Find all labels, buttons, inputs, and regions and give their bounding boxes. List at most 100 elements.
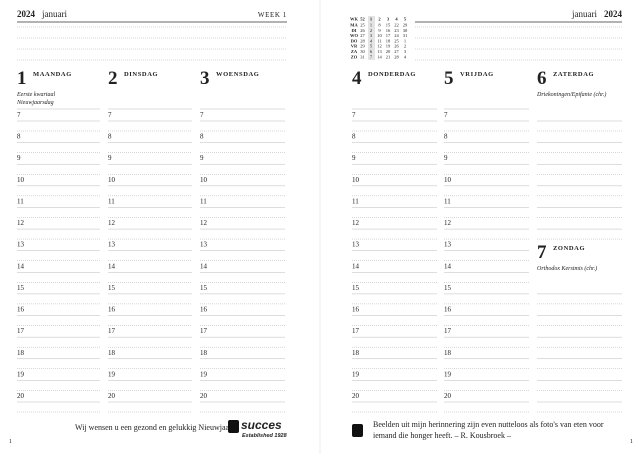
mini-cal-cell: 26 [394, 44, 399, 49]
hour: 20 [200, 392, 208, 400]
hour: 19 [108, 370, 116, 378]
mini-cal-cell: 27 [360, 33, 365, 38]
mini-cal-cell: 23 [394, 28, 399, 33]
hour: 11 [200, 197, 207, 205]
hour: 13 [17, 241, 25, 249]
page-number: 1 [630, 439, 633, 445]
logo: succes Established 1928 [228, 418, 288, 439]
hour: 15 [444, 284, 452, 292]
mini-cal-cell: ZA [351, 49, 358, 54]
mini-cal-header: 2 [378, 17, 381, 22]
hour: 8 [17, 133, 21, 141]
mini-cal-cell: 25 [360, 23, 365, 28]
day-number: 7 [537, 242, 547, 263]
hour: 9 [17, 154, 21, 162]
day-name: MAANDAG [33, 71, 72, 78]
left-year: 2024 [17, 9, 36, 19]
mini-cal-cell: 9 [378, 28, 381, 33]
day-number: 5 [444, 68, 454, 89]
mini-cal-cell: 27 [394, 49, 399, 54]
mini-cal-cell: 2 [370, 28, 372, 33]
day-name: DONDERDAG [368, 71, 416, 78]
day-number: 3 [200, 68, 210, 89]
hour: 7 [108, 111, 112, 119]
mini-cal-cell: DI [351, 28, 356, 33]
hour: 15 [352, 284, 360, 292]
mini-cal-cell: 3 [370, 33, 373, 38]
hour: 12 [200, 219, 208, 227]
left-month: januari [41, 9, 67, 19]
quote-line: Beelden uit mijn herinnering zijn even n… [373, 420, 604, 429]
hour: 13 [352, 241, 360, 249]
hour: 7 [352, 111, 356, 119]
hour: 8 [444, 133, 448, 141]
hour: 19 [200, 370, 208, 378]
hour: 9 [200, 154, 204, 162]
hour: 7 [444, 111, 448, 119]
mini-cal-cell: 4 [404, 54, 407, 59]
mini-cal-cell: 20 [386, 49, 391, 54]
mini-cal-cell: 1 [404, 38, 406, 43]
hour: 14 [352, 262, 360, 270]
hour: 20 [352, 392, 360, 400]
page-number: 1 [9, 439, 12, 445]
mini-cal-cell: 30 [403, 28, 408, 33]
hour: 8 [200, 133, 204, 141]
hour: 15 [17, 284, 25, 292]
mini-cal-cell: 22 [394, 23, 399, 28]
mini-cal-cell: 26 [360, 28, 365, 33]
mini-cal-cell: 28 [394, 54, 399, 59]
hour: 7 [200, 111, 204, 119]
hour: 18 [108, 349, 116, 357]
hour: 13 [444, 241, 452, 249]
day-name: ZATERDAG [553, 71, 594, 78]
day-note: Orthodox Kerstmis (chr.) [537, 265, 597, 272]
hour: 8 [352, 133, 356, 141]
day-note: Nieuwjaarsdag [16, 100, 54, 106]
hour: 16 [108, 306, 116, 314]
mini-cal-cell: 13 [377, 49, 382, 54]
quote-icon [352, 424, 363, 437]
mini-cal-header: 52 [360, 17, 365, 22]
hour: 14 [108, 262, 116, 270]
mini-cal-cell: 17 [386, 33, 391, 38]
hour: 7 [17, 111, 21, 119]
day-name: DINSDAG [124, 71, 158, 78]
hour: 13 [200, 241, 208, 249]
mini-cal-cell: 6 [370, 49, 373, 54]
hour: 16 [444, 306, 452, 314]
day-name: WOENSDAG [216, 71, 259, 78]
hour: 14 [200, 262, 208, 270]
mini-cal-header: 1 [370, 17, 373, 22]
mini-cal-cell: 30 [360, 49, 365, 54]
day-number: 2 [108, 68, 118, 89]
logo-tagline: Established 1928 [242, 433, 288, 439]
mini-cal-cell: 15 [386, 23, 391, 28]
mini-cal-header: 5 [404, 17, 407, 22]
hour: 18 [17, 349, 25, 357]
hour: 20 [108, 392, 116, 400]
mini-cal-cell: 1 [370, 23, 372, 28]
mini-cal-cell: 19 [386, 44, 391, 49]
right-month: januari [571, 9, 597, 19]
hour: 8 [108, 133, 112, 141]
hour: 16 [17, 306, 25, 314]
hour: 12 [444, 219, 452, 227]
day-number: 1 [17, 68, 27, 89]
day-number: 4 [352, 68, 362, 89]
hour: 20 [444, 392, 452, 400]
hour: 15 [200, 284, 208, 292]
hour: 16 [352, 306, 360, 314]
mini-cal-cell: 4 [370, 38, 373, 43]
hour: 19 [444, 370, 452, 378]
hour: 9 [108, 154, 112, 162]
mini-cal-cell: 31 [360, 54, 365, 59]
mini-cal-cell: WO [350, 33, 359, 38]
hour: 19 [352, 370, 360, 378]
mini-cal-cell: 18 [386, 38, 391, 43]
mini-cal-cell: 16 [386, 28, 391, 33]
mini-cal-cell: 29 [403, 23, 408, 28]
mini-cal-cell: 25 [394, 38, 399, 43]
mini-cal-cell: VR [351, 44, 358, 49]
